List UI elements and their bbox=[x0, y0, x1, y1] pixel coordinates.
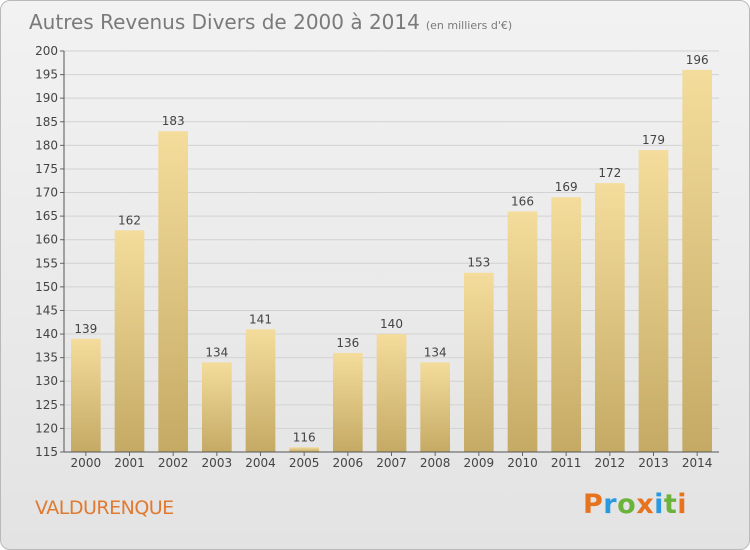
y-tick-label: 150 bbox=[35, 280, 58, 294]
data-label-2009: 153 bbox=[467, 256, 490, 270]
logo-letter: x bbox=[636, 489, 655, 520]
data-label-2012: 172 bbox=[598, 166, 621, 180]
data-label-2000: 139 bbox=[74, 322, 97, 336]
proxiti-logo[interactable]: Proxiti bbox=[583, 489, 687, 520]
chart-unit: (en milliers d'€) bbox=[425, 19, 513, 32]
x-tick-label-2010: 2010 bbox=[507, 456, 538, 470]
y-tick-label: 160 bbox=[35, 233, 58, 247]
data-label-2010: 166 bbox=[511, 194, 534, 208]
x-tick-label-2004: 2004 bbox=[245, 456, 276, 470]
y-tick-label: 140 bbox=[35, 327, 58, 341]
bar-2014 bbox=[682, 69, 713, 452]
y-tick-label: 200 bbox=[35, 44, 58, 58]
bar-2007 bbox=[376, 334, 407, 452]
bar-2012 bbox=[594, 183, 625, 452]
x-tick-label-2011: 2011 bbox=[551, 456, 582, 470]
bar-2006 bbox=[332, 352, 363, 452]
y-tick-label: 185 bbox=[35, 115, 58, 129]
y-tick-label: 125 bbox=[35, 398, 58, 412]
data-label-2002: 183 bbox=[162, 114, 185, 128]
logo-letter: i bbox=[654, 489, 664, 520]
data-label-2004: 141 bbox=[249, 312, 272, 326]
x-tick-label-2009: 2009 bbox=[464, 456, 495, 470]
x-tick-label-2001: 2001 bbox=[114, 456, 145, 470]
x-tick-label-2000: 2000 bbox=[71, 456, 102, 470]
y-tick-label: 170 bbox=[35, 186, 58, 200]
data-label-2008: 134 bbox=[424, 345, 447, 359]
x-tick-label-2006: 2006 bbox=[333, 456, 364, 470]
bar-2005 bbox=[289, 447, 320, 452]
data-label-2006: 136 bbox=[336, 336, 359, 350]
logo-letter: t bbox=[663, 489, 678, 520]
x-tick-label-2013: 2013 bbox=[638, 456, 669, 470]
data-label-2014: 196 bbox=[686, 53, 709, 67]
y-tick-label: 190 bbox=[35, 91, 58, 105]
x-tick-label-2012: 2012 bbox=[595, 456, 626, 470]
logo-letter: r bbox=[603, 489, 618, 520]
x-tick-label-2005: 2005 bbox=[289, 456, 320, 470]
data-label-2003: 134 bbox=[205, 345, 228, 359]
bar-2001 bbox=[114, 230, 145, 452]
x-tick-label-2008: 2008 bbox=[420, 456, 451, 470]
data-label-2011: 169 bbox=[555, 180, 578, 194]
y-tick-label: 135 bbox=[35, 351, 58, 365]
bar-2004 bbox=[245, 329, 276, 452]
place-name: VALDURENQUE bbox=[35, 497, 174, 519]
y-tick-label: 155 bbox=[35, 256, 58, 270]
logo-letter: P bbox=[583, 489, 604, 520]
data-label-2007: 140 bbox=[380, 317, 403, 331]
bar-2010 bbox=[507, 211, 538, 452]
data-label-2013: 179 bbox=[642, 133, 665, 147]
y-tick-label: 180 bbox=[35, 138, 58, 152]
chart-title: Autres Revenus Divers de 2000 à 2014 (en … bbox=[29, 10, 512, 34]
logo-letter: i bbox=[677, 489, 688, 520]
chart-title-text: Autres Revenus Divers de 2000 à 2014 bbox=[29, 10, 420, 34]
y-tick-label: 165 bbox=[35, 209, 58, 223]
data-label-2001: 162 bbox=[118, 213, 141, 227]
bar-2002 bbox=[158, 131, 189, 452]
x-tick-label-2003: 2003 bbox=[202, 456, 233, 470]
x-tick-label-2007: 2007 bbox=[376, 456, 407, 470]
bar-2009 bbox=[463, 272, 494, 452]
y-tick-label: 175 bbox=[35, 162, 58, 176]
y-tick-label: 130 bbox=[35, 374, 58, 388]
x-tick-label-2014: 2014 bbox=[682, 456, 713, 470]
y-tick-label: 115 bbox=[35, 445, 58, 459]
y-tick-label: 120 bbox=[35, 421, 58, 435]
data-label-2005: 116 bbox=[293, 430, 316, 444]
y-tick-label: 145 bbox=[35, 303, 58, 317]
logo-letter: o bbox=[617, 489, 637, 520]
bar-2011 bbox=[551, 197, 582, 452]
bar-2003 bbox=[201, 362, 232, 452]
bar-2013 bbox=[638, 150, 669, 452]
bar-2000 bbox=[70, 338, 101, 452]
bar-2008 bbox=[420, 362, 451, 452]
y-tick-label: 195 bbox=[35, 68, 58, 82]
x-tick-label-2002: 2002 bbox=[158, 456, 189, 470]
